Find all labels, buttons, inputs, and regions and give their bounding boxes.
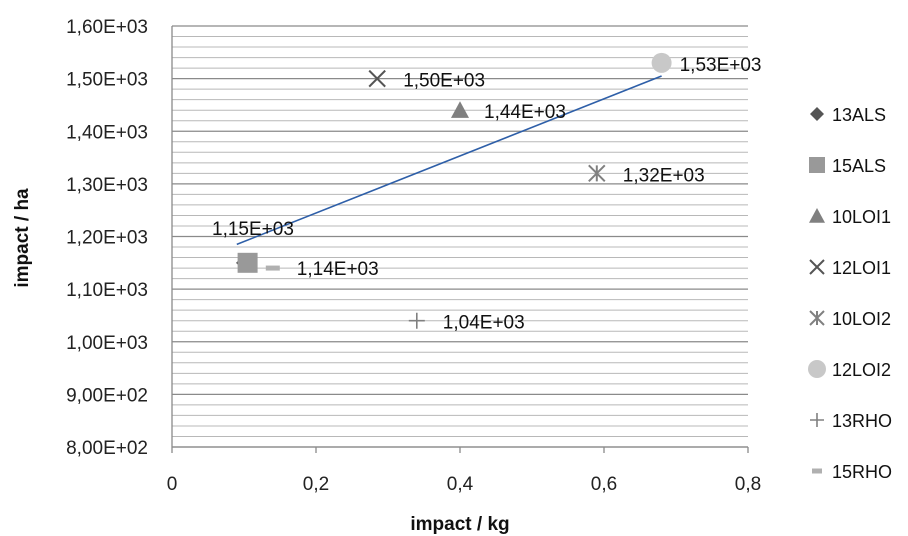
y-tick-label: 1,60E+03 xyxy=(66,17,148,38)
y-tick-label: 1,00E+03 xyxy=(66,333,148,354)
point-15RHO xyxy=(265,265,280,271)
data-label-12LOI2: 1,53E+03 xyxy=(680,55,762,76)
point-10LOI2 xyxy=(588,164,606,183)
grid xyxy=(171,25,749,453)
legend-marker-10LOI1 xyxy=(809,208,825,223)
x-tick-labels: 0 0,2 0,4 0,6 0,8 xyxy=(167,474,762,495)
point-12LOI1 xyxy=(368,69,386,88)
trendline-segment xyxy=(236,75,662,246)
x-tick-label: 0,4 xyxy=(447,474,474,495)
y-tick-label: 9,00E+02 xyxy=(66,385,148,406)
legend-marker-10LOI2 xyxy=(809,310,825,326)
legend-label-12LOI2: 12LOI2 xyxy=(832,360,891,380)
y-tick-label: 1,30E+03 xyxy=(66,175,148,196)
data-label-15RHO: 1,14E+03 xyxy=(297,259,379,280)
legend-marker-13RHO xyxy=(810,413,824,427)
legend: 13ALS 15ALS 10LOI1 12LOI1 10LOI2 12LOI2 13RHO 1… xyxy=(808,105,892,482)
y-tick-label: 1,50E+03 xyxy=(66,70,148,91)
y-tick-labels: 8,00E+02 9,00E+02 1,00E+03 1,10E+03 1,20E+03… xyxy=(66,17,148,459)
legend-marker-12LOI1 xyxy=(809,259,825,275)
x-tick-label: 0,2 xyxy=(303,474,329,495)
x-tick-label: 0,6 xyxy=(591,474,617,495)
legend-marker-13ALS xyxy=(810,107,824,121)
data-label-10LOI2: 1,32E+03 xyxy=(623,165,705,186)
legend-label-10LOI1: 10LOI1 xyxy=(832,207,891,227)
data-label-12LOI1: 1,50E+03 xyxy=(403,71,485,92)
trendline xyxy=(236,75,662,246)
legend-label-13RHO: 13RHO xyxy=(832,411,892,431)
y-axis-title: impact / ha xyxy=(12,188,33,288)
data-label-13ALS: 1,15E+03 xyxy=(212,219,294,240)
y-tick-label: 1,10E+03 xyxy=(66,280,148,301)
y-tick-label: 1,40E+03 xyxy=(66,122,148,143)
data-labels: 1,15E+03 1,44E+03 1,50E+03 1,32E+03 1,53E+03… xyxy=(212,55,761,334)
legend-label-10LOI2: 10LOI2 xyxy=(832,309,891,329)
point-10LOI1 xyxy=(451,101,469,118)
legend-label-13ALS: 13ALS xyxy=(832,105,886,125)
legend-label-12LOI1: 12LOI1 xyxy=(832,258,891,278)
x-tick-label: 0 xyxy=(167,474,178,495)
x-axis-title: impact / kg xyxy=(410,514,509,535)
point-13RHO xyxy=(408,312,425,329)
y-tick-label: 8,00E+02 xyxy=(66,438,148,459)
legend-marker-15RHO xyxy=(812,468,822,474)
x-tick-label: 0,8 xyxy=(735,474,761,495)
legend-label-15RHO: 15RHO xyxy=(832,462,892,482)
data-label-13RHO: 1,04E+03 xyxy=(443,313,525,334)
legend-marker-12LOI2 xyxy=(808,360,826,378)
point-12LOI2 xyxy=(651,52,672,73)
data-points xyxy=(236,52,672,329)
legend-marker-15ALS xyxy=(809,157,825,173)
point-15ALS xyxy=(237,252,258,273)
y-tick-label: 1,20E+03 xyxy=(66,228,148,249)
legend-label-15ALS: 15ALS xyxy=(832,156,886,176)
data-label-10LOI1: 1,44E+03 xyxy=(484,102,566,123)
